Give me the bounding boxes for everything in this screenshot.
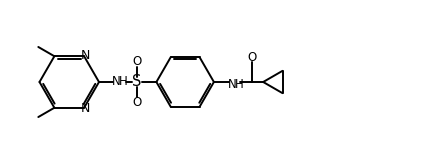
Text: H: H bbox=[235, 79, 244, 92]
Text: H: H bbox=[119, 74, 128, 88]
Text: N: N bbox=[80, 102, 90, 115]
Text: N: N bbox=[112, 74, 121, 88]
Text: O: O bbox=[132, 55, 142, 68]
Text: N: N bbox=[228, 79, 237, 92]
Text: S: S bbox=[132, 74, 142, 90]
Text: N: N bbox=[80, 49, 90, 62]
Text: O: O bbox=[247, 51, 257, 64]
Text: O: O bbox=[132, 96, 142, 109]
